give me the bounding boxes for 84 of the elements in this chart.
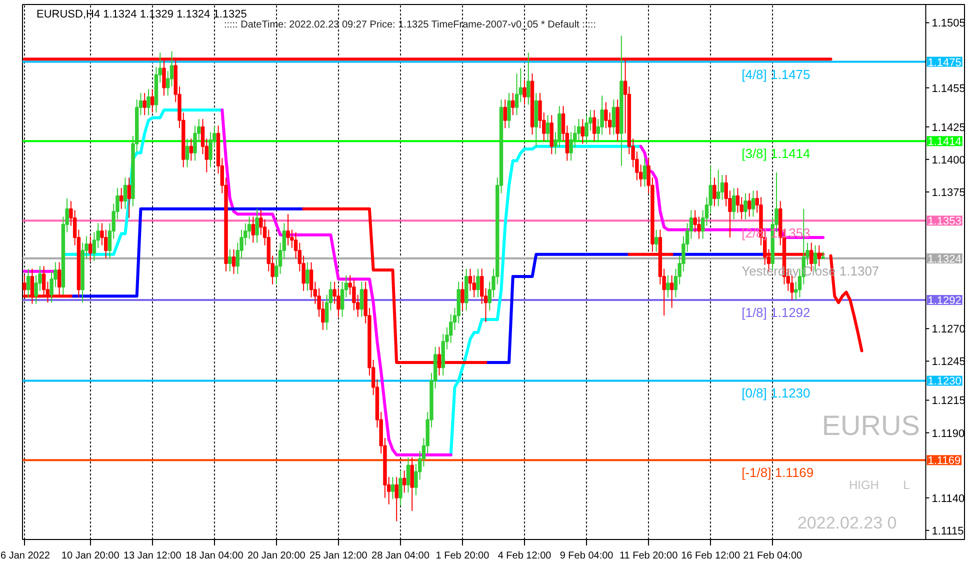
candlestick [817, 244, 821, 267]
annotation: L [903, 478, 910, 492]
candlestick [185, 138, 190, 168]
candlestick [390, 476, 395, 500]
candlestick [398, 470, 402, 506]
candlestick [402, 470, 406, 494]
x-tick-label: 9 Feb 04:00 [560, 550, 614, 562]
annotation: 2022.02.23 0 [797, 513, 897, 532]
candlestick [286, 214, 290, 246]
x-tick-label: 20 Jan 20:00 [248, 550, 306, 562]
ref-line-label: 1.1475 [928, 56, 962, 69]
x-tick-label: 11 Feb 20:00 [619, 550, 678, 562]
candlestick [476, 268, 480, 298]
candlestick [406, 456, 410, 494]
x-tick-label: 16 Feb 12:00 [681, 550, 740, 562]
ref-line-label: 1.1292 [928, 294, 962, 307]
x-tick-label: 4 Feb 12:00 [498, 550, 552, 562]
candlestick [526, 52, 530, 106]
x-tick-label: 6 Jan 2022 [0, 550, 50, 562]
candlestick [460, 281, 464, 311]
candlestick [550, 114, 554, 155]
annotation: [3/8] 1.1414 [742, 146, 810, 162]
candlestick [503, 99, 507, 129]
candlestick [127, 177, 131, 218]
y-tick-label: 1.1190 [932, 428, 965, 440]
candlestick [146, 88, 150, 116]
x-tick-label: 10 Jan 20:00 [61, 550, 120, 562]
candlestick [255, 208, 259, 244]
annotation: EURUS [822, 410, 920, 442]
candlestick [26, 268, 30, 298]
annotation: [0/8] 1.1230 [742, 386, 810, 401]
y-tick-label: 1.1115 [932, 525, 964, 538]
chart-title: EURUSD,H4 1.1324 1.1329 1.1324 1.1325 [36, 8, 247, 20]
candlestick [119, 188, 124, 210]
candlestick [580, 118, 585, 144]
candlestick [472, 274, 476, 298]
candlestick [642, 158, 647, 188]
candlestick [511, 92, 515, 116]
candlestick [732, 188, 736, 220]
ref-line-label: 1.1324 [928, 253, 962, 266]
annotation: [-1/8] 1.1169 [742, 465, 814, 480]
candlestick [394, 476, 398, 522]
x-tick-label: 28 Jan 04:00 [372, 550, 430, 562]
candlestick [507, 92, 511, 129]
candlestick [251, 216, 256, 244]
candlestick [592, 109, 596, 142]
x-tick-label: 25 Jan 12:00 [310, 550, 368, 562]
candlestick [612, 99, 616, 136]
ref-line-label: 1.1230 [928, 376, 962, 388]
candlestick [744, 192, 748, 220]
candlestick [751, 190, 756, 218]
candlestick [654, 229, 658, 252]
candlestick [716, 169, 720, 207]
ref-line-label: 1.1414 [928, 136, 962, 148]
candlestick [410, 456, 414, 512]
candlestick [666, 274, 670, 298]
annotation: [1/8] 1.1292 [742, 304, 810, 320]
candlestick [30, 268, 34, 304]
candlestick [360, 281, 364, 318]
candlestick [189, 138, 193, 162]
x-tick-label: 21 Feb 04:00 [743, 550, 803, 562]
candlestick [150, 88, 154, 114]
x-tick-label: 1 Feb 20:00 [436, 550, 490, 562]
candlestick [57, 262, 62, 296]
candlestick [142, 92, 146, 116]
candlestick [712, 177, 716, 207]
x-tick-label: 13 Jan 12:00 [123, 550, 182, 562]
candlestick [546, 114, 550, 142]
ref-line-label: 1.1353 [928, 216, 962, 228]
candlestick [306, 262, 310, 292]
candlestick [522, 80, 526, 106]
candlestick [514, 72, 519, 116]
candlestick [670, 274, 674, 308]
text: ::::: DateTime: 2022.02.23 09:27 Price: 1.1325 TimeFrame-2007-v0_05 * Default ::::: [224, 20, 596, 30]
candlestick [747, 192, 752, 218]
candlestick [88, 236, 92, 262]
candlestick [123, 177, 128, 210]
candlestick [232, 248, 236, 274]
x-tick-label: 18 Jan 04:00 [185, 550, 244, 562]
y-tick-label: 1.1140 [932, 492, 965, 505]
annotation: HIGH [848, 478, 879, 492]
ref-line-label: 1.1169 [928, 455, 961, 468]
annotation: [4/8] 1.1475 [742, 66, 810, 82]
candlestick [228, 248, 232, 272]
